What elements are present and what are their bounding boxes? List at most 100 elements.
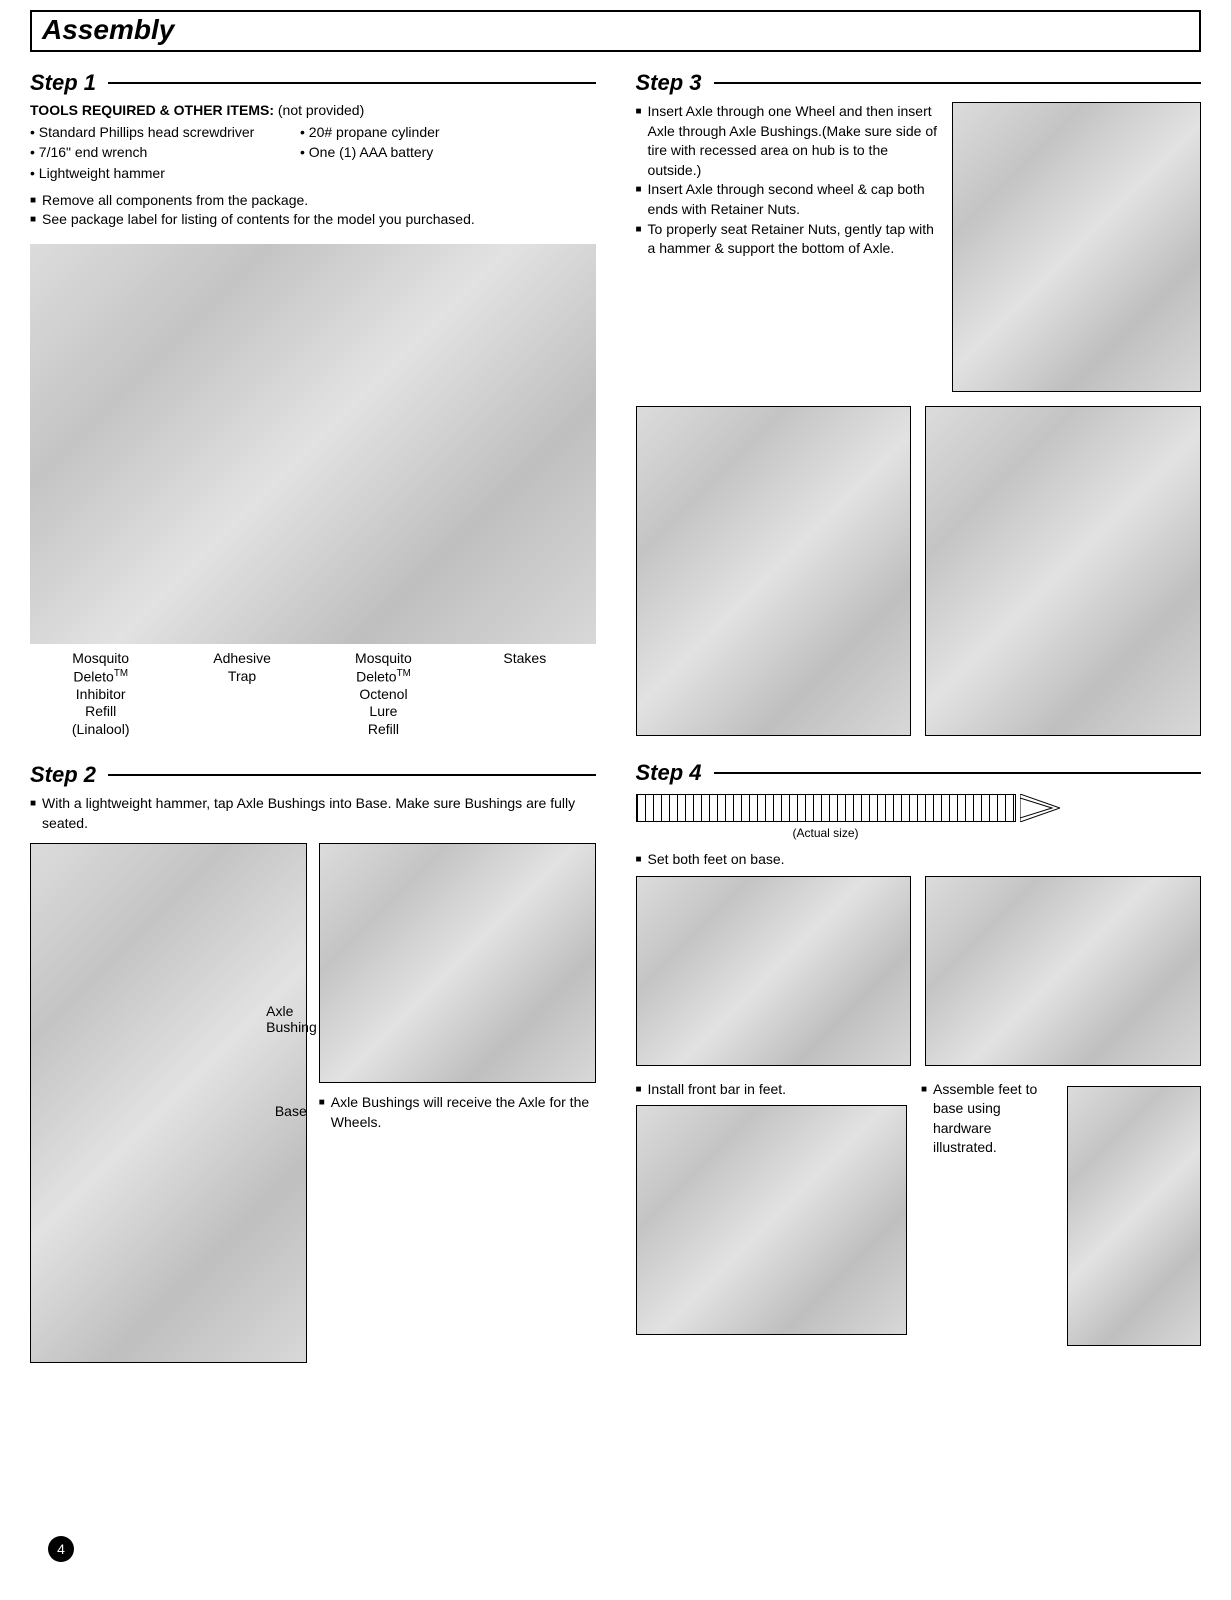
bullet: To properly seat Retainer Nuts, gently t… <box>636 220 939 259</box>
step2-bullets: With a lightweight hammer, tap Axle Bush… <box>30 794 596 833</box>
cap-text: Mosquito <box>355 650 412 666</box>
step2-base-image <box>319 843 596 1083</box>
bullet-text: Insert Axle through one Wheel and then i… <box>648 102 939 180</box>
annot-text: Bushing <box>266 1019 317 1035</box>
step4-grid2: Install front bar in feet. Assemble feet… <box>636 1080 1202 1346</box>
cap-text: (Linalool) <box>72 721 130 737</box>
bullet: Insert Axle through second wheel & cap b… <box>636 180 939 219</box>
step3-header: Step 3 <box>636 70 1202 96</box>
bullet-text: Assemble feet to base using hardware ill… <box>933 1080 1057 1158</box>
step2-left-image-wrap: Axle Bushing Base <box>30 843 307 1363</box>
bullet-text: Set both feet on base. <box>648 850 785 870</box>
step4-bullet3: Assemble feet to base using hardware ill… <box>921 1080 1057 1158</box>
step3-top: Insert Axle through one Wheel and then i… <box>636 102 1202 392</box>
tool-item: Lightweight hammer <box>30 163 300 183</box>
cap-text: Inhibitor <box>76 686 126 702</box>
bullet-text: Remove all components from the package. <box>42 191 308 211</box>
bullet: See package label for listing of content… <box>30 210 596 230</box>
cap-text: Adhesive <box>213 650 271 666</box>
bullet: Set both feet on base. <box>636 850 1202 870</box>
step4-bullet2: Install front bar in feet. <box>636 1080 907 1100</box>
step4-img1-wrap <box>636 876 912 1066</box>
cap-text: Mosquito <box>72 650 129 666</box>
step1-captions: Mosquito DeletoTM Inhibitor Refill (Lina… <box>30 650 596 738</box>
caption-inhibitor: Mosquito DeletoTM Inhibitor Refill (Lina… <box>30 650 171 738</box>
title-bar: Assembly <box>30 10 1201 52</box>
step3-bullets: Insert Axle through one Wheel and then i… <box>636 102 939 259</box>
step3-img-left-wrap <box>636 406 912 736</box>
tools-col1: Standard Phillips head screwdriver 7/16"… <box>30 122 300 183</box>
step1-bullets: Remove all components from the package. … <box>30 191 596 230</box>
tm: TM <box>114 668 128 679</box>
bullet: Insert Axle through one Wheel and then i… <box>636 102 939 180</box>
step3-top-image-wrap <box>952 102 1201 392</box>
step4-feet-image-1 <box>636 876 912 1066</box>
bullet-text: To properly seat Retainer Nuts, gently t… <box>648 220 939 259</box>
annot-base: Base <box>275 1103 307 1119</box>
tool-item: One (1) AAA battery <box>300 142 440 162</box>
step4-cell-a: Install front bar in feet. <box>636 1080 907 1336</box>
screw-ruler <box>636 794 1016 822</box>
left-column: Step 1 TOOLS REQUIRED & OTHER ITEMS: (no… <box>30 70 596 1363</box>
cap-text: Stakes <box>503 650 546 666</box>
cap-text: Refill <box>85 703 116 719</box>
annot-text: Axle <box>266 1003 293 1019</box>
step2-header: Step 2 <box>30 762 596 788</box>
step2-rule <box>108 774 595 776</box>
tools-heading-note: (not provided) <box>274 102 364 118</box>
step3-img-right-wrap <box>925 406 1201 736</box>
step4-cell-b: Assemble feet to base using hardware ill… <box>921 1080 1201 1346</box>
columns: Step 1 TOOLS REQUIRED & OTHER ITEMS: (no… <box>30 70 1201 1363</box>
step1-header: Step 1 <box>30 70 596 96</box>
step4-grid1 <box>636 876 1202 1066</box>
step4-frontbar-image <box>636 1105 907 1335</box>
annot-text: Base <box>275 1103 307 1119</box>
page-title: Assembly <box>42 14 1189 46</box>
tools-heading: TOOLS REQUIRED & OTHER ITEMS: (not provi… <box>30 102 596 118</box>
step3-pair <box>636 406 1202 736</box>
page-number: 4 <box>48 1536 74 1562</box>
caption-octenol: Mosquito DeletoTM Octenol Lure Refill <box>313 650 454 738</box>
cap-text: Lure <box>369 703 397 719</box>
cap-text: Deleto <box>356 668 396 684</box>
caption-adhesive: Adhesive Trap <box>171 650 312 738</box>
step4-rule <box>714 772 1201 774</box>
step3-label: Step 3 <box>636 70 702 96</box>
step1-components-image <box>30 244 596 644</box>
bullet: Remove all components from the package. <box>30 191 596 211</box>
cap-text: Octenol <box>359 686 407 702</box>
bullet-text: Insert Axle through second wheel & cap b… <box>648 180 939 219</box>
step3-rule <box>714 82 1201 84</box>
step4-hardware-wrap <box>1067 1080 1201 1346</box>
actual-size-label: (Actual size) <box>636 826 1016 840</box>
tools-col2: 20# propane cylinder One (1) AAA battery <box>300 122 440 183</box>
step3-wheel-image-1 <box>636 406 912 736</box>
bullet: Axle Bushings will receive the Axle for … <box>319 1093 596 1132</box>
step4-feet-image-2 <box>925 876 1201 1066</box>
tool-item: 7/16" end wrench <box>30 142 300 162</box>
step2-bullets-2: Axle Bushings will receive the Axle for … <box>319 1093 596 1132</box>
screw-head-icon <box>1020 794 1060 822</box>
bullet: Assemble feet to base using hardware ill… <box>921 1080 1057 1158</box>
bullet: With a lightweight hammer, tap Axle Bush… <box>30 794 596 833</box>
cap-text: Refill <box>368 721 399 737</box>
step1-rule <box>108 82 595 84</box>
caption-stakes: Stakes <box>454 650 595 738</box>
cap-text: Deleto <box>73 668 113 684</box>
bullet-text: Axle Bushings will receive the Axle for … <box>331 1093 596 1132</box>
step2-images: Axle Bushing Base Axle Bushings will rec… <box>30 843 596 1363</box>
step4-img2-wrap <box>925 876 1201 1066</box>
tm: TM <box>397 668 411 679</box>
tool-item: Standard Phillips head screwdriver <box>30 122 300 142</box>
tools-grid: Standard Phillips head screwdriver 7/16"… <box>30 122 596 183</box>
tool-item: 20# propane cylinder <box>300 122 440 142</box>
step4-header: Step 4 <box>636 760 1202 786</box>
bullet: Install front bar in feet. <box>636 1080 907 1100</box>
step4-bullet3-wrap: Assemble feet to base using hardware ill… <box>921 1080 1057 1346</box>
bullet-text: See package label for listing of content… <box>42 210 475 230</box>
step2-label: Step 2 <box>30 762 96 788</box>
step4-label: Step 4 <box>636 760 702 786</box>
bullet-text: Install front bar in feet. <box>648 1080 787 1100</box>
step3-text: Insert Axle through one Wheel and then i… <box>636 102 939 392</box>
ruler-row <box>636 794 1202 822</box>
